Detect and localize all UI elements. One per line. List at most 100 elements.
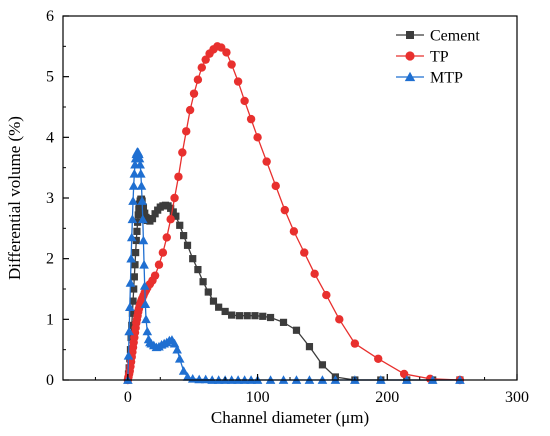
series-cement [124, 195, 464, 384]
data-point-mtp [123, 350, 134, 360]
data-point-tp [289, 227, 299, 236]
data-point-mtp [127, 214, 138, 224]
legend-marker-tp [405, 51, 415, 61]
data-point-cement [172, 212, 180, 220]
data-point-tp [189, 89, 199, 98]
data-point-mtp [125, 278, 136, 287]
data-point-mtp [134, 149, 144, 159]
data-point-cement [133, 227, 141, 235]
data-point-cement [141, 209, 149, 217]
data-point-cement [279, 318, 288, 326]
data-point-mtp [136, 181, 147, 190]
data-point-tp [185, 105, 195, 115]
legend-item-mtp: MTP [396, 70, 463, 87]
data-point-cement [305, 343, 314, 351]
data-point-tp [201, 55, 210, 64]
data-point-cement [215, 303, 223, 311]
data-point-cement [199, 278, 207, 286]
data-point-cement [132, 249, 140, 257]
data-point-mtp [135, 159, 145, 169]
data-point-mtp [200, 374, 211, 384]
data-point-tp [182, 127, 191, 136]
series-mtp [123, 147, 465, 384]
data-point-cement [259, 312, 267, 320]
data-point-mtp [137, 196, 147, 205]
data-point-tp [222, 48, 231, 57]
data-point-cement [134, 211, 142, 219]
data-point-tp [174, 172, 183, 181]
data-point-cement [135, 205, 143, 213]
data-point-tp [193, 75, 203, 84]
data-point-mtp [136, 168, 146, 178]
legend-label-cement: Cement [430, 28, 480, 45]
data-point-mtp [140, 299, 151, 309]
data-point-mtp [178, 366, 189, 375]
data-point-cement [228, 311, 236, 319]
x-axis-title: Channel diameter (μm) [211, 408, 369, 427]
data-point-cement [139, 203, 148, 211]
data-point-cement [204, 288, 212, 296]
y-tick-label: 6 [46, 8, 54, 25]
data-point-cement [148, 215, 157, 223]
data-point-tp [154, 260, 164, 269]
data-point-cement [130, 273, 138, 281]
legend-label-tp: TP [430, 49, 449, 66]
data-point-mtp [182, 372, 193, 381]
data-point-cement [129, 297, 137, 305]
data-point-cement [128, 321, 136, 329]
data-point-tp [350, 339, 360, 348]
data-point-tp [166, 215, 175, 224]
data-point-cement [183, 241, 192, 249]
data-point-tp [280, 205, 290, 215]
data-point-mtp [194, 374, 204, 384]
data-point-cement [180, 232, 188, 240]
data-point-mtp [124, 326, 134, 336]
data-point-cement [130, 285, 138, 293]
data-point-tp [233, 77, 243, 86]
data-point-tp [399, 369, 409, 379]
legend-item-tp: TP [396, 49, 449, 66]
legend-item-cement: Cement [396, 28, 480, 45]
data-point-tp [253, 133, 262, 142]
data-point-mtp [137, 214, 148, 224]
data-point-mtp [141, 314, 151, 324]
legend: Cement TP MTP [396, 28, 480, 87]
data-point-cement [169, 208, 177, 216]
data-point-tp [197, 63, 206, 72]
data-point-tp [158, 248, 168, 257]
data-point-cement [131, 261, 139, 269]
data-point-mtp [139, 281, 150, 290]
data-point-cement [151, 210, 159, 218]
data-point-cement [167, 204, 175, 212]
data-point-mtp [128, 196, 138, 205]
data-point-tp [262, 157, 271, 166]
legend-label-mtp: MTP [430, 70, 463, 87]
data-point-cement [128, 309, 136, 317]
data-point-mtp [134, 153, 145, 163]
x-tick-label: 0 [124, 389, 132, 406]
series-layer [123, 42, 465, 385]
data-point-tp [162, 233, 171, 242]
data-point-cement [292, 326, 301, 334]
legend-marker-cement [406, 31, 414, 39]
data-point-mtp [138, 235, 149, 245]
data-point-tp [374, 354, 383, 363]
data-point-cement [132, 236, 140, 245]
x-tick-label: 100 [246, 389, 270, 406]
legend-marker-mtp [404, 71, 416, 82]
data-point-cement [266, 313, 275, 322]
ticks-layer: 0 100 200 300 0 1 2 3 4 5 6 [46, 8, 529, 406]
data-point-mtp [172, 344, 182, 354]
data-point-tp [170, 193, 179, 203]
data-point-mtp [142, 326, 153, 336]
data-point-cement [251, 312, 259, 320]
data-point-cement [243, 312, 251, 320]
data-point-mtp [174, 353, 185, 363]
data-point-tp [240, 96, 249, 106]
data-point-tp [310, 269, 319, 279]
data-point-tp [300, 248, 309, 257]
data-point-mtp [139, 259, 149, 269]
y-tick-label: 4 [46, 129, 54, 146]
y-tick-label: 2 [46, 251, 54, 268]
